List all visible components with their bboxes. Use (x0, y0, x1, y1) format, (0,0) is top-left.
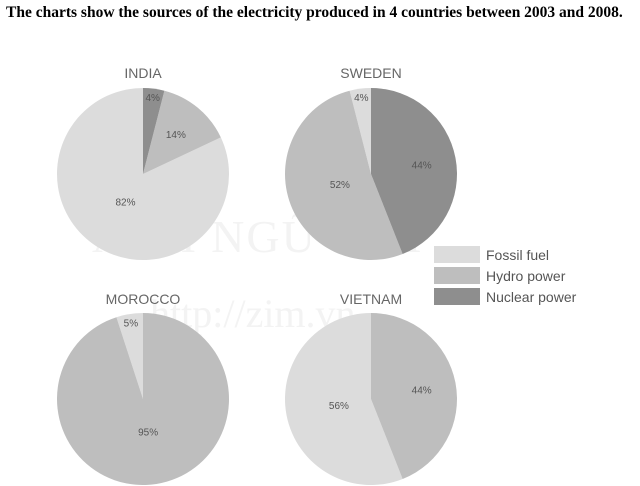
pie-label-vietnam-fossil-fuel: 56% (329, 401, 349, 412)
legend-swatch-fossil-fuel (434, 246, 480, 263)
pie-slice-sweden-fossil-fuel (349, 88, 371, 174)
legend-label-fossil-fuel: Fossil fuel (486, 246, 550, 263)
pie-title-vietnam: VIETNAM (340, 291, 402, 307)
pie-slice-morocco-hydro-power (56, 313, 229, 485)
pie-title-morocco: MOROCCO (106, 291, 181, 307)
pie-slice-india-fossil-fuel (56, 88, 229, 260)
legend-item-nuclear-power: Nuclear power (434, 286, 576, 307)
pie-label-sweden-nuclear-power: 44% (412, 160, 432, 171)
legend-item-fossil-fuel: Fossil fuel (434, 244, 576, 265)
pie-slice-morocco-fossil-fuel (116, 313, 143, 399)
pie-label-india-hydro-power: 14% (166, 130, 186, 141)
pie-title-india: INDIA (124, 65, 162, 81)
pie-title-sweden: SWEDEN (340, 65, 401, 81)
pie-slice-india-hydro-power (143, 90, 221, 174)
legend-swatch-hydro-power (434, 267, 480, 284)
legend-label-hydro-power: Hydro power (486, 267, 566, 284)
pie-label-sweden-fossil-fuel: 4% (354, 93, 369, 104)
pie-slice-sweden-nuclear-power (371, 88, 458, 254)
legend-label-nuclear-power: Nuclear power (486, 288, 577, 305)
pie-label-morocco-hydro-power: 95% (138, 427, 158, 438)
pie-label-vietnam-hydro-power: 44% (412, 385, 432, 396)
pie-label-india-fossil-fuel: 82% (115, 198, 135, 209)
legend: Fossil fuel Hydro power Nuclear power (434, 244, 576, 307)
legend-item-hydro-power: Hydro power (434, 265, 576, 286)
pie-slice-india-nuclear-power (143, 88, 165, 174)
pie-label-sweden-hydro-power: 52% (330, 180, 350, 191)
chart-title: The charts show the sources of the elect… (6, 4, 623, 21)
pie-slice-vietnam-fossil-fuel (285, 313, 403, 486)
pie-label-morocco-fossil-fuel: 5% (124, 319, 139, 330)
legend-swatch-nuclear-power (434, 288, 480, 305)
pie-slice-sweden-hydro-power (284, 90, 403, 261)
pie-slice-vietnam-hydro-power (371, 313, 458, 479)
pie-label-india-nuclear-power: 4% (145, 93, 160, 104)
